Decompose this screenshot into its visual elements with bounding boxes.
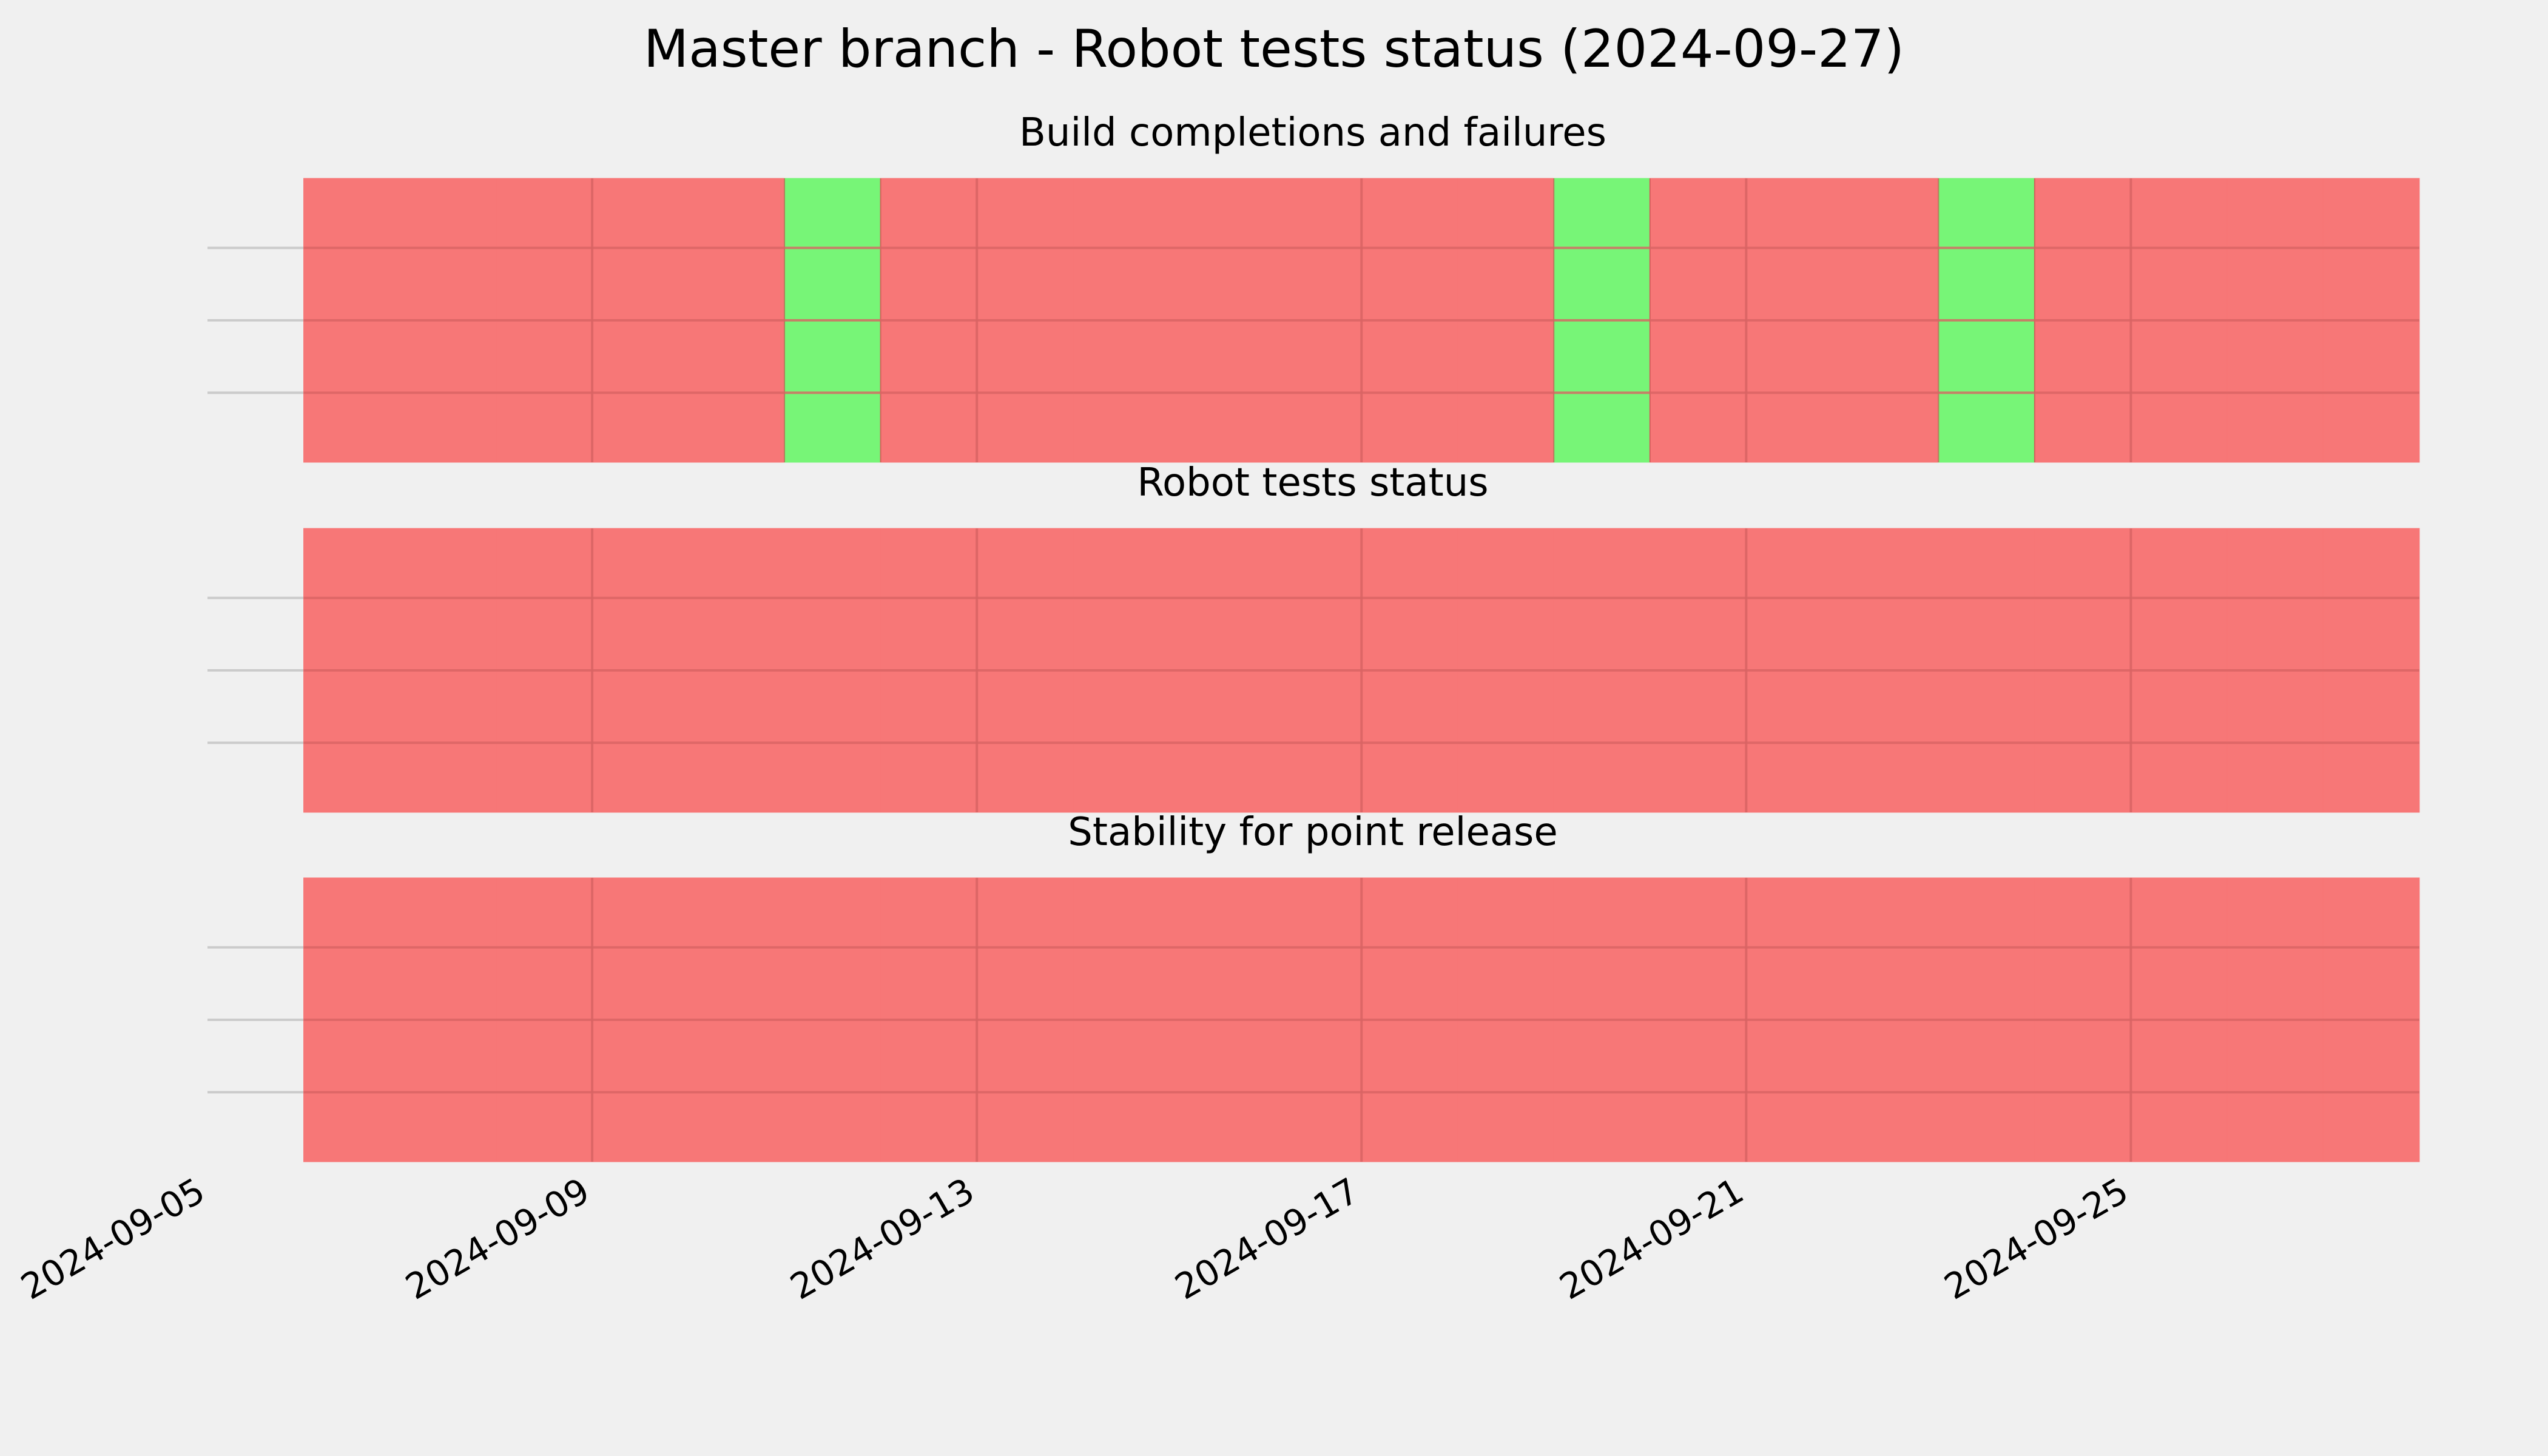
panel-title: Stability for point release [1068, 810, 1558, 855]
panels: Build completions and failures Robot test… [207, 110, 2420, 1162]
panel-2: Robot tests status [207, 460, 2420, 813]
chart-title: Master branch - Robot tests status (2024… [644, 19, 1904, 79]
panel-title: Robot tests status [1137, 460, 1488, 505]
panel-1: Build completions and failures [207, 110, 2420, 463]
panel-title: Build completions and failures [1019, 110, 1606, 155]
panel-3: Stability for point release [207, 810, 2420, 1162]
